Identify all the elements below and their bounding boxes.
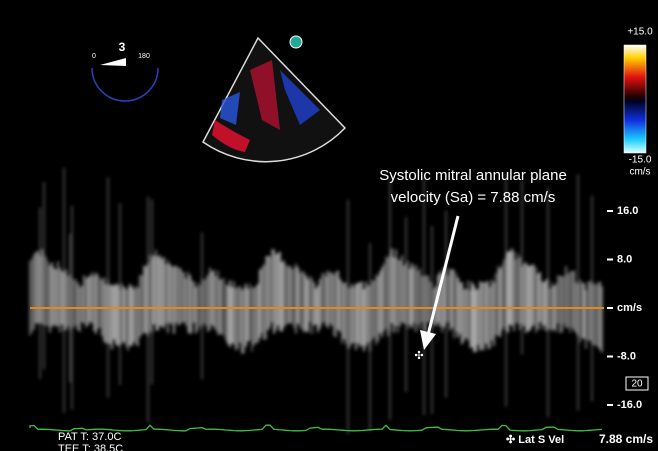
sweep-speed: 20 <box>631 379 643 390</box>
probe-temp: TEE T: 38.5C <box>58 443 123 451</box>
measure-label: Lat S Vel <box>518 434 564 446</box>
color-bar-bottom: -15.0 <box>629 155 652 166</box>
scale-label: -16.0 <box>617 399 642 411</box>
patient-temp: PAT T: 37.0C <box>58 431 121 443</box>
measure-name: ✣ Lat S Vel <box>506 434 564 446</box>
measure-value: 7.88 cm/s <box>599 432 653 446</box>
angle: 3 <box>119 40 126 54</box>
probe-icon <box>290 36 302 48</box>
scale-label: 8.0 <box>617 253 632 265</box>
background <box>0 0 658 451</box>
cursor: ✣ <box>414 350 423 362</box>
echo-screen: 0 3 180 +15.0 -15.0 cm/s Systolic mitral… <box>0 0 658 451</box>
color-bar-unit: cm/s <box>629 167 650 178</box>
color-bar-top: +15.0 <box>627 27 653 38</box>
annotation: velocity (Sa) = 7.88 cm/s <box>391 189 556 206</box>
color-bar <box>624 45 646 153</box>
angle-max: 180 <box>138 53 150 60</box>
scale-label: cm/s <box>617 302 642 314</box>
annotation: Systolic mitral annular plane <box>379 167 567 184</box>
scale-label: -8.0 <box>617 350 636 362</box>
scale-label: 16.0 <box>617 205 638 217</box>
angle-min: 0 <box>92 53 96 60</box>
